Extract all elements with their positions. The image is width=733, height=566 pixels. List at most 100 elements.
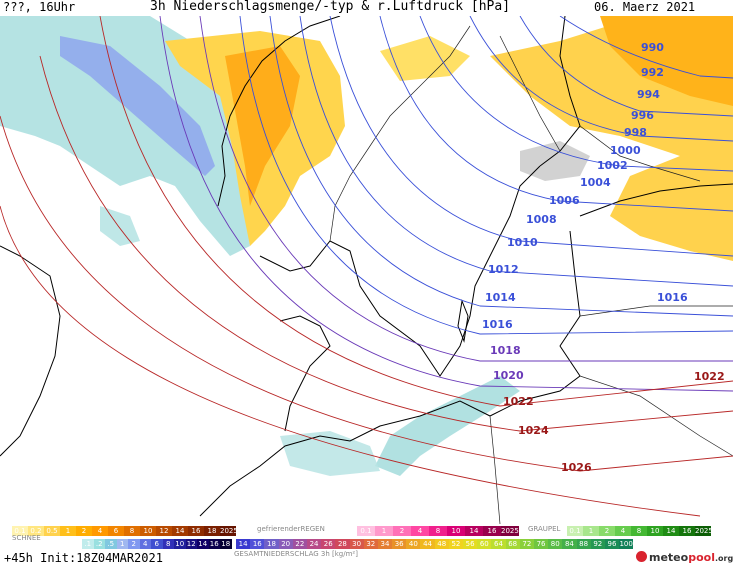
legend-swatch-snow: .1 xyxy=(82,539,94,549)
brand-part-b: pool xyxy=(688,551,715,564)
legend-total-title: GESAMTNIEDERSCHLAG 3h [kg/m²] xyxy=(234,550,358,558)
legend-swatch-snow: 2 xyxy=(128,539,140,549)
legend-swatch-total: 72 xyxy=(519,539,534,549)
legend-freezing-rain-title: gefrierenderREGEN xyxy=(257,525,325,533)
isobar-1028 xyxy=(0,205,701,517)
isobar-1012 xyxy=(299,16,733,287)
coast-gotland xyxy=(457,299,469,343)
legend-swatch-total: 40 xyxy=(406,539,421,549)
brand-part-a: meteo xyxy=(649,551,689,564)
isobar-1014 xyxy=(269,16,733,317)
map-title: 3h Niederschlagsmenge/-typ & r.Luftdruck… xyxy=(150,0,511,14)
legend-snow-scale: .1.2.5 1 2 4 6 8 10 12 14 16 18 xyxy=(82,539,232,549)
iso-label-1016: 1016 xyxy=(482,318,513,331)
precipitation-pressure-map: 990 992 994 996 998 1000 1002 1004 1006 … xyxy=(0,16,733,524)
brand-part-c: .org xyxy=(714,554,733,563)
legend-swatch-graupel: 10 xyxy=(647,526,663,536)
legend-swatch-snow: 10 xyxy=(174,539,186,549)
legend-swatch-rain: 2 xyxy=(76,526,92,536)
isobar-1002 xyxy=(419,16,733,172)
isobar-1026 xyxy=(0,115,733,472)
legend-swatch-total: 88 xyxy=(576,539,591,549)
coast-finland xyxy=(539,16,581,167)
rain-area-north xyxy=(380,36,470,81)
legend-swatch-total: 84 xyxy=(562,539,577,549)
legend-swatch-total: 48 xyxy=(434,539,449,549)
legend-swatch-total: 32 xyxy=(363,539,378,549)
meteopool-logo[interactable]: meteopool.org xyxy=(636,551,733,564)
isobar-998 xyxy=(469,16,733,142)
legend-swatch-graupel: 14 xyxy=(663,526,679,536)
legend-swatch-total: 44 xyxy=(420,539,435,549)
legend-swatch-frz: 2025+ xyxy=(501,526,519,536)
legend-swatch-frz: 10 xyxy=(447,526,465,536)
legend-swatch-frz: 1 xyxy=(375,526,393,536)
legend-swatch-graupel: 1 xyxy=(583,526,599,536)
legend-swatch-total: 18 xyxy=(264,539,279,549)
iso-label-1022-east: 1022 xyxy=(694,370,725,383)
legend-total-scale: 14 16 18 20 22 24 26 28 30 32 34 36 40 44 48 52 56 60 64 68… xyxy=(236,539,634,549)
isobars xyxy=(0,16,733,517)
legend-swatch-graupel: 4 xyxy=(615,526,631,536)
border-lithuania-poland xyxy=(579,375,733,457)
init-time-label: +45h Init:18Z04MAR2021 xyxy=(4,551,163,565)
snow-area-north-sea xyxy=(100,206,140,246)
legend-swatch-snow: 4 xyxy=(139,539,151,549)
coast-norway xyxy=(217,16,341,207)
coast-gulf-finland xyxy=(579,183,733,217)
legend-swatch-total: 56 xyxy=(463,539,478,549)
coast-sweden xyxy=(259,165,541,377)
legend-swatch-rain: 8 xyxy=(124,526,140,536)
legend-swatch-snow: .5 xyxy=(105,539,117,549)
legend-swatch-snow: 14 xyxy=(197,539,209,549)
iso-label-1020: 1020 xyxy=(493,369,524,382)
legend-swatch-frz: 8 xyxy=(429,526,447,536)
legend-swatch-total: 36 xyxy=(392,539,407,549)
legend-swatch-total: 68 xyxy=(505,539,520,549)
legend-swatch-total: 20 xyxy=(278,539,293,549)
isobar-labels: 990 992 994 996 998 1000 1002 1004 1006 … xyxy=(482,41,725,474)
legend-swatch-graupel: 8 xyxy=(631,526,647,536)
forecast-date: 06. Maerz 2021 xyxy=(594,0,696,14)
legend-swatch-total: 76 xyxy=(533,539,549,549)
legend-swatch-snow: 12 xyxy=(185,539,197,549)
iso-label-990: 990 xyxy=(641,41,664,54)
legend-graupel-title: GRAUPEL xyxy=(528,525,561,533)
legend-swatch-total: 60 xyxy=(477,539,492,549)
legend-swatch-frz: 4 xyxy=(411,526,429,536)
legend-swatch-total: 92 xyxy=(590,539,605,549)
border-norway-sweden xyxy=(329,25,471,242)
iso-label-1022: 1022 xyxy=(503,395,534,408)
iso-label-1000: 1000 xyxy=(610,144,641,157)
legend-swatch-total: 34 xyxy=(377,539,393,549)
globe-icon xyxy=(636,551,647,562)
legend-swatch-rain: 16 xyxy=(188,526,204,536)
legend-swatch-graupel: 16 xyxy=(679,526,695,536)
legend-swatch-rain: 0.1 xyxy=(12,526,28,536)
legend-swatch-rain: 14 xyxy=(172,526,188,536)
legend-swatch-frz: 2 xyxy=(393,526,411,536)
legend-swatch-rain: 0.2 xyxy=(28,526,44,536)
iso-label-1018: 1018 xyxy=(490,344,521,357)
snow-area-atlantic xyxy=(0,16,250,256)
isobar-1010 xyxy=(329,16,733,257)
legend-swatch-frz: 14 xyxy=(465,526,483,536)
legend-swatch-total: 52 xyxy=(448,539,463,549)
coast-denmark xyxy=(279,315,331,432)
iso-label-1002: 1002 xyxy=(597,159,628,172)
isobar-1006 xyxy=(379,16,733,212)
legend-swatch-total: 30 xyxy=(349,539,364,549)
border-germany-poland xyxy=(489,415,501,524)
legend-swatch-graupel: 0.1 xyxy=(567,526,583,536)
coast-uk-east xyxy=(0,245,61,457)
legend-swatch-snow: 1 xyxy=(116,539,128,549)
legend-swatch-total: 14 xyxy=(236,539,251,549)
iso-label-1006: 1006 xyxy=(549,194,580,207)
iso-label-1004: 1004 xyxy=(580,176,611,189)
snow-grey-baltic xyxy=(520,141,590,181)
isobar-1022 xyxy=(99,16,733,407)
